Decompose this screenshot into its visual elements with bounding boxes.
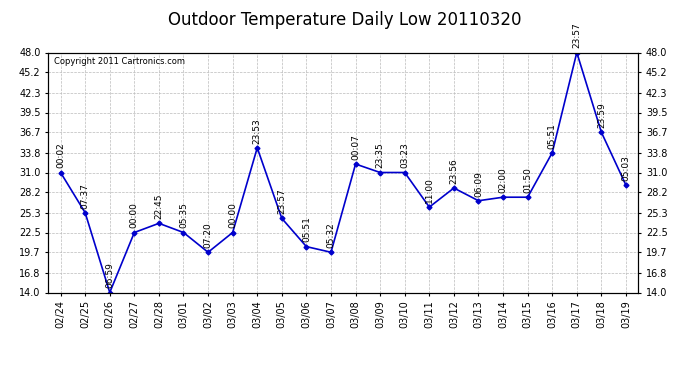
Text: 05:51: 05:51: [302, 217, 311, 243]
Text: 05:35: 05:35: [179, 202, 188, 228]
Text: 05:03: 05:03: [622, 155, 631, 181]
Text: 07:37: 07:37: [81, 183, 90, 209]
Text: 23:57: 23:57: [277, 189, 286, 214]
Text: 05:51: 05:51: [548, 123, 557, 148]
Text: 06:59: 06:59: [106, 262, 115, 288]
Text: 03:23: 03:23: [400, 142, 409, 168]
Text: 23:57: 23:57: [572, 22, 581, 48]
Text: 06:09: 06:09: [474, 171, 483, 196]
Text: 02:00: 02:00: [499, 167, 508, 193]
Text: 23:35: 23:35: [375, 142, 384, 168]
Text: 23:59: 23:59: [597, 102, 606, 128]
Text: Outdoor Temperature Daily Low 20110320: Outdoor Temperature Daily Low 20110320: [168, 11, 522, 29]
Text: 11:00: 11:00: [425, 177, 434, 203]
Text: 00:07: 00:07: [351, 134, 360, 160]
Text: 07:20: 07:20: [204, 222, 213, 248]
Text: 00:00: 00:00: [130, 202, 139, 228]
Text: 01:50: 01:50: [523, 167, 532, 193]
Text: 00:00: 00:00: [228, 202, 237, 228]
Text: 22:45: 22:45: [155, 194, 164, 219]
Text: 23:53: 23:53: [253, 118, 262, 144]
Text: 05:32: 05:32: [326, 222, 335, 248]
Text: 00:02: 00:02: [56, 142, 65, 168]
Text: Copyright 2011 Cartronics.com: Copyright 2011 Cartronics.com: [55, 57, 185, 66]
Text: 23:56: 23:56: [449, 158, 458, 184]
